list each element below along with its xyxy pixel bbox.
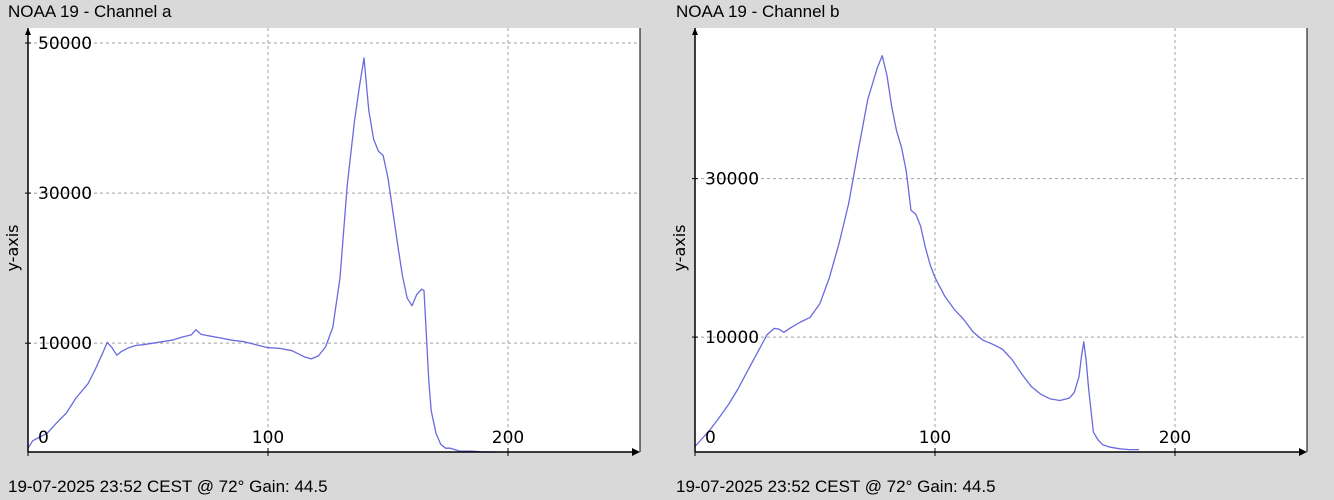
chart-a-title: NOAA 19 - Channel a bbox=[8, 2, 172, 21]
chart-a-footer: 19-07-2025 23:52 CEST @ 72° Gain: 44.5 bbox=[8, 477, 328, 496]
series-line bbox=[694, 55, 1139, 451]
y-axis-label: y-axis bbox=[3, 224, 22, 271]
y-axis-arrow bbox=[25, 28, 31, 35]
x-tick-label: 0 bbox=[705, 428, 716, 448]
x-tick-label: 200 bbox=[1159, 428, 1191, 448]
y-tick-label: 10000 bbox=[705, 328, 759, 348]
chart-b: 0 100 200 10000 30000 y-axis bbox=[670, 28, 1308, 456]
x-tick-label: 100 bbox=[919, 428, 951, 448]
y-axis-arrow bbox=[692, 28, 698, 35]
chart-b-footer: 19-07-2025 23:52 CEST @ 72° Gain: 44.5 bbox=[676, 477, 996, 496]
x-axis-arrow bbox=[632, 448, 640, 456]
plot-area bbox=[28, 28, 640, 452]
y-tick-label: 30000 bbox=[38, 184, 92, 204]
y-tick-label: 30000 bbox=[705, 170, 759, 190]
chart-a: 0 100 200 10000 30000 50000 y-axis bbox=[3, 28, 641, 456]
x-tick-label: 200 bbox=[492, 428, 524, 448]
x-tick-label: 100 bbox=[252, 428, 284, 448]
plot-area bbox=[695, 28, 1307, 452]
series-line bbox=[27, 57, 496, 453]
x-tick-label: 0 bbox=[38, 428, 49, 448]
y-tick-label: 50000 bbox=[38, 34, 92, 54]
x-axis-arrow bbox=[1299, 448, 1307, 456]
y-tick-label: 10000 bbox=[38, 334, 92, 354]
y-axis-label: y-axis bbox=[670, 224, 689, 271]
chart-b-title: NOAA 19 - Channel b bbox=[676, 2, 840, 21]
